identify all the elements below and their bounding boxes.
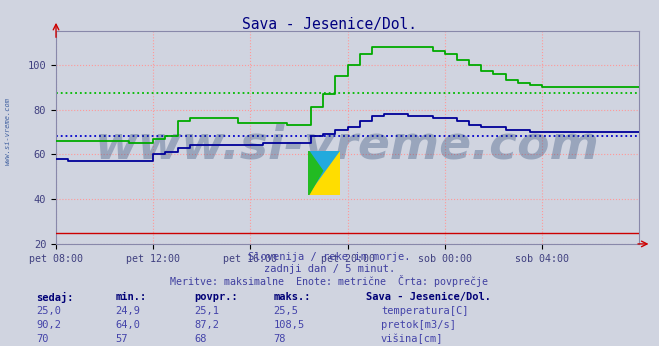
Text: Slovenija / reke in morje.: Slovenija / reke in morje. <box>248 252 411 262</box>
Text: 24,9: 24,9 <box>115 306 140 316</box>
Text: www.si-vreme.com: www.si-vreme.com <box>95 124 600 169</box>
Text: sedaj:: sedaj: <box>36 292 74 303</box>
Text: 87,2: 87,2 <box>194 320 219 330</box>
Text: povpr.:: povpr.: <box>194 292 238 302</box>
Polygon shape <box>308 151 340 195</box>
Text: 25,0: 25,0 <box>36 306 61 316</box>
Text: temperatura[C]: temperatura[C] <box>381 306 469 316</box>
Text: zadnji dan / 5 minut.: zadnji dan / 5 minut. <box>264 264 395 274</box>
Text: 57: 57 <box>115 334 128 344</box>
Text: 90,2: 90,2 <box>36 320 61 330</box>
Text: Meritve: maksimalne  Enote: metrične  Črta: povprečje: Meritve: maksimalne Enote: metrične Črta… <box>171 275 488 288</box>
Text: 70: 70 <box>36 334 49 344</box>
Text: Sava - Jesenice/Dol.: Sava - Jesenice/Dol. <box>242 17 417 31</box>
Text: Sava - Jesenice/Dol.: Sava - Jesenice/Dol. <box>366 292 491 302</box>
Text: www.si-vreme.com: www.si-vreme.com <box>5 98 11 165</box>
Text: 25,1: 25,1 <box>194 306 219 316</box>
Text: pretok[m3/s]: pretok[m3/s] <box>381 320 456 330</box>
Text: min.:: min.: <box>115 292 146 302</box>
Text: višina[cm]: višina[cm] <box>381 334 444 344</box>
Text: 25,5: 25,5 <box>273 306 299 316</box>
Text: maks.:: maks.: <box>273 292 311 302</box>
Polygon shape <box>308 151 323 195</box>
Text: 64,0: 64,0 <box>115 320 140 330</box>
Text: 108,5: 108,5 <box>273 320 304 330</box>
Text: 78: 78 <box>273 334 286 344</box>
Text: 68: 68 <box>194 334 207 344</box>
